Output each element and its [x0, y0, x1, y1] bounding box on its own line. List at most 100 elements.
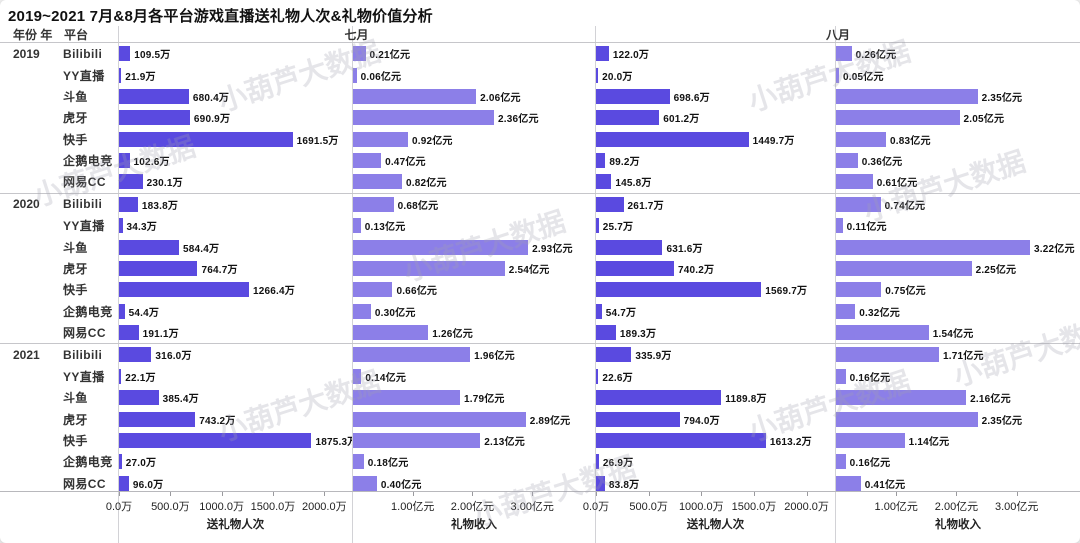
platform-label: 企鹅电竞: [63, 154, 113, 169]
bar-august-count: [596, 88, 670, 104]
axis-tick-mark: [1016, 492, 1018, 496]
bar-august-revenue: [836, 390, 967, 406]
bar-august-revenue: [836, 325, 929, 341]
bar-value-label: 26.9万: [602, 458, 634, 470]
bar-value-label: 0.61亿元: [876, 178, 918, 190]
chart-cell: 261.7万: [595, 193, 835, 215]
platform-label: 虎牙: [63, 111, 88, 126]
bar-value-label: 102.6万: [133, 157, 170, 169]
bar-value-label: 2.93亿元: [532, 243, 573, 255]
chart-cell: 0.36亿元: [835, 149, 1080, 172]
chart-cell: 54.4万: [118, 300, 352, 322]
bar-july-revenue: [353, 454, 364, 470]
axis-tick-mark: [170, 492, 172, 496]
bar-july-count: [119, 131, 293, 147]
axis-tick-label: 1000.0万: [678, 501, 724, 513]
chart-cell: 0.61亿元: [835, 171, 1080, 193]
bar-value-label: 1266.4万: [252, 286, 295, 298]
bar-value-label: 2.35亿元: [981, 92, 1023, 104]
table-row: 快手 1691.5万 0.92亿元 1449.7万 0.83亿元: [0, 128, 1080, 150]
row-label-cell: 斗鱼: [0, 236, 118, 257]
bar-august-count: [596, 174, 612, 190]
bar-value-label: 1.71亿元: [943, 351, 984, 363]
bar-july-revenue: [353, 88, 477, 104]
bar-july-revenue: [353, 67, 357, 83]
platform-label: YY直播: [63, 369, 105, 384]
chart-cell: 83.8万: [595, 472, 835, 494]
bar-value-label: 1449.7万: [752, 135, 795, 147]
bar-value-label: 0.74亿元: [884, 200, 926, 212]
bar-value-label: 0.41亿元: [864, 479, 906, 491]
bar-july-count: [119, 303, 125, 319]
chart-cell: 2.35亿元: [835, 85, 1080, 108]
bar-july-count: [119, 174, 143, 190]
bar-august-revenue: [836, 432, 905, 448]
bar-value-label: 0.13亿元: [364, 222, 406, 234]
bar-july-revenue: [353, 260, 505, 276]
table-row: 企鹅电竞 54.4万 0.30亿元 54.7万 0.32亿元: [0, 300, 1080, 322]
platform-label: 斗鱼: [63, 240, 88, 255]
bar-august-revenue: [836, 131, 886, 147]
chart-cell: 89.2万: [595, 149, 835, 172]
bar-value-label: 21.9万: [125, 71, 156, 83]
chart-cell: 0.32亿元: [835, 300, 1080, 322]
bar-value-label: 1569.7万: [765, 286, 808, 298]
bar-value-label: 631.6万: [666, 243, 703, 255]
axis-tick-mark: [896, 492, 898, 496]
axis-row: 0.0万 500.0万 1000.0万 1500.0万 2000.0万 送礼物人次 1.00…: [0, 491, 1080, 543]
platform-label: 快手: [63, 433, 88, 448]
bar-august-count: [596, 260, 674, 276]
bar-value-label: 0.11亿元: [846, 222, 887, 234]
bar-august-revenue: [836, 303, 856, 319]
bar-july-revenue: [353, 411, 526, 427]
bar-august-revenue: [836, 196, 881, 212]
bar-value-label: 740.2万: [677, 264, 715, 276]
bar-value-label: 2.16亿元: [970, 394, 1011, 406]
bar-value-label: 96.0万: [132, 479, 164, 491]
row-label-cell: 2019 Bilibili: [0, 43, 118, 64]
bar-july-revenue: [353, 282, 393, 298]
bar-july-revenue: [353, 390, 460, 406]
bar-july-count: [119, 454, 122, 470]
bar-july-revenue: [353, 46, 366, 62]
bar-value-label: 743.2万: [199, 415, 236, 427]
row-label-cell: 快手: [0, 430, 118, 451]
axis-tick-mark: [324, 492, 326, 496]
chart-cell: 584.4万: [118, 236, 352, 258]
table-row: 2021 Bilibili 316.0万 1.96亿元 335.9万 1.71亿元: [0, 343, 1080, 366]
chart-cell: 0.41亿元: [835, 472, 1080, 494]
axis-tick-mark: [648, 492, 650, 496]
axis-tick-mark: [472, 492, 474, 496]
bar-august-revenue: [836, 260, 972, 276]
bar-value-label: 584.4万: [182, 243, 220, 255]
chart-cell: 191.1万: [118, 321, 352, 344]
bar-july-revenue: [353, 131, 408, 147]
axis-cell: 1.00亿元 2.00亿元 3.00亿元 礼物收入: [835, 492, 1080, 543]
bar-july-count: [119, 153, 130, 169]
bar-value-label: 2.05亿元: [963, 114, 1005, 126]
bar-value-label: 0.14亿元: [365, 372, 407, 384]
chart-cell: 2.16亿元: [835, 387, 1080, 409]
axis-tick-label: 0.0万: [582, 501, 610, 513]
bar-value-label: 0.06亿元: [360, 71, 402, 83]
axis-title: 礼物收入: [935, 519, 981, 531]
bar-value-label: 34.3万: [126, 222, 157, 234]
bar-value-label: 0.40亿元: [380, 479, 422, 491]
axis-tick-label: 1.00亿元: [874, 501, 918, 513]
bar-value-label: 230.1万: [146, 178, 183, 190]
chart-cell: 145.8万: [595, 171, 835, 193]
bar-value-label: 1.54亿元: [932, 329, 974, 341]
bar-august-count: [596, 67, 599, 83]
table-row: 快手 1266.4万 0.66亿元 1569.7万 0.75亿元: [0, 279, 1080, 301]
bar-value-label: 2.89亿元: [529, 415, 571, 427]
table-row: 斗鱼 680.4万 2.06亿元 698.6万 2.35亿元: [0, 85, 1080, 108]
bar-july-count: [119, 110, 190, 126]
chart-cell: 109.5万: [118, 43, 352, 65]
chart-cell: 102.6万: [118, 149, 352, 172]
chart-cell: 0.82亿元: [352, 171, 595, 193]
bar-august-revenue: [836, 368, 846, 384]
chart-body: 2019 Bilibili 109.5万 0.21亿元 122.0万 0.26亿元 YY直播…: [0, 43, 1080, 494]
bar-july-count: [119, 432, 312, 448]
chart-cell: 794.0万: [595, 408, 835, 430]
chart-cell: 1.54亿元: [835, 321, 1080, 344]
